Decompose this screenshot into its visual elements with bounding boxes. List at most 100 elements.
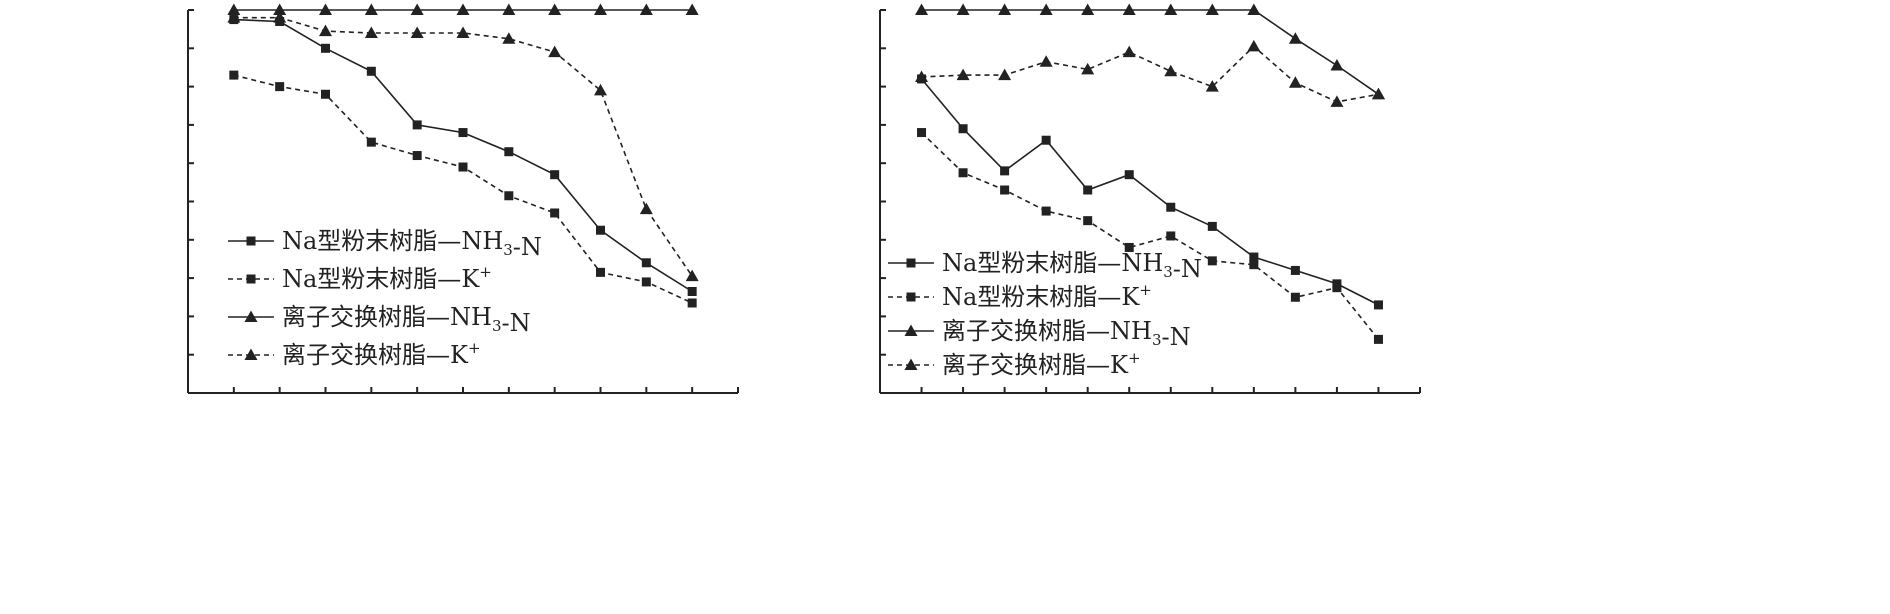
panel-a-series-4-point bbox=[594, 83, 607, 96]
panel-b-series-4-point bbox=[915, 70, 929, 83]
panel-b-series-4-point bbox=[1288, 76, 1302, 88]
panel-a-legend-marker-4 bbox=[244, 348, 258, 360]
panel-b-legend-marker-1 bbox=[906, 258, 916, 268]
panel-b-series-2-point bbox=[1000, 185, 1010, 195]
panel-b-series-4-point bbox=[1205, 80, 1219, 92]
panel-a-series-3-point bbox=[319, 3, 332, 15]
panel-a-series-1-point bbox=[366, 66, 376, 76]
panel-a-series-3-point bbox=[685, 3, 699, 15]
panel-b-legend-label-3: 离子交换树脂—NH3-N bbox=[942, 317, 1191, 351]
panel-a-series-3-point bbox=[456, 3, 470, 15]
panel-b-series-4-point bbox=[1164, 64, 1178, 77]
panel-b-legend-marker-3 bbox=[904, 324, 918, 336]
panel-b-series-1-point bbox=[958, 124, 968, 134]
panel-a-series-3-point bbox=[364, 3, 378, 15]
panel-b-series-2-point bbox=[1249, 260, 1259, 270]
panel-b-series-3-point bbox=[1122, 3, 1136, 15]
panel-a-series-3-point bbox=[594, 3, 607, 15]
panel-a-legend-label-3: 离子交换树脂—NH3-N bbox=[282, 303, 531, 337]
panel-a-series-2-point bbox=[687, 298, 697, 308]
panel-b-series-1-point bbox=[1373, 300, 1383, 310]
panel-b-series-2-point bbox=[1041, 206, 1051, 216]
panel-a-series-4-point bbox=[227, 11, 241, 23]
panel-b-series-3-point bbox=[1205, 3, 1219, 15]
panel-a-series-4-point bbox=[364, 26, 378, 38]
panel-b-series-3-point bbox=[956, 3, 970, 15]
panel-a-series-3-point bbox=[639, 3, 653, 15]
panel-b-legend-label-2: Na型粉末树脂—K+ bbox=[942, 281, 1152, 311]
panel-a-series-2-point bbox=[275, 82, 285, 92]
panel-b-series-3-point bbox=[1164, 3, 1178, 15]
panel-b-series-2-point bbox=[958, 168, 968, 178]
panel-b-series-4-point bbox=[998, 68, 1012, 81]
panel-b-series-4-point bbox=[1371, 87, 1385, 100]
panel-a-series-1-point bbox=[687, 287, 697, 297]
panel-a-legend-marker-3 bbox=[244, 310, 258, 322]
panel-a-legend-label-1: Na型粉末树脂—NH3-N bbox=[282, 227, 542, 261]
panel-a-series-4-point bbox=[456, 26, 470, 38]
panel-a-series-4-point bbox=[639, 202, 653, 215]
panel-b-series-2-point bbox=[917, 128, 927, 138]
panel-b-series-2-point bbox=[1290, 292, 1300, 302]
panel-b-series-4-point bbox=[1330, 95, 1344, 107]
panel-a-series-4-point bbox=[319, 24, 332, 37]
panel-b-series-4-point bbox=[1247, 39, 1261, 52]
panel-b-series-1-point bbox=[1000, 166, 1010, 176]
panel-a-series-3-point bbox=[548, 3, 562, 15]
panel-a-legend-label-4: 离子交换树脂—K+ bbox=[282, 339, 481, 369]
panel-b-series-1-point bbox=[1249, 252, 1259, 262]
panel-b-series-2-line bbox=[920, 132, 1380, 340]
panel-b-series-4-point bbox=[1081, 62, 1095, 75]
panel-b-series-3-point bbox=[1247, 3, 1261, 15]
panel-b-series-3-point bbox=[915, 3, 929, 15]
panel-a-series-4-point bbox=[685, 269, 699, 282]
panel-b-series-4-point bbox=[956, 68, 970, 81]
panel-a-series-2-point bbox=[366, 137, 376, 147]
panel-b-series-3-point bbox=[1288, 32, 1302, 44]
panel-b-series-3-point bbox=[998, 3, 1012, 15]
panel-b-series-4-line bbox=[921, 45, 1379, 103]
panel-a-legend-marker-2 bbox=[246, 274, 256, 284]
panel-a-series-4-point bbox=[548, 45, 562, 58]
panel-b-series-1-point bbox=[1207, 221, 1217, 231]
panel-b-series-1-point bbox=[1124, 170, 1134, 180]
panel-a-series-4-line bbox=[233, 16, 693, 277]
panel-a-series-2-point bbox=[458, 162, 468, 172]
panel-a-series-3-point bbox=[410, 3, 424, 15]
panel-a-series-3-point bbox=[227, 3, 241, 15]
panel-a-series-1-point bbox=[321, 43, 330, 53]
panel-a-series-4-point bbox=[273, 11, 287, 23]
panel-a-series-2-point bbox=[229, 70, 239, 80]
panel-b-series-2-point bbox=[1124, 242, 1134, 252]
panel-a-series-4-point bbox=[410, 26, 424, 38]
panel-b-series-2-point bbox=[1207, 256, 1217, 266]
panel-b-series-3-point bbox=[1039, 3, 1053, 15]
panel-b-legend-label-4: 离子交换树脂—K+ bbox=[942, 349, 1141, 379]
panel-b-series-2-point bbox=[1332, 283, 1342, 293]
panel-a-series-1-point bbox=[596, 225, 605, 235]
panel-a-series-3-point bbox=[273, 3, 287, 15]
panel-b-series-1-line bbox=[920, 78, 1379, 306]
panel-b-series-1-point bbox=[1083, 185, 1093, 195]
panel-b-series-1-point bbox=[1290, 265, 1300, 275]
panel-a-series-4-point bbox=[502, 32, 516, 44]
panel-a-series-2-point bbox=[504, 191, 514, 201]
panel-b-series-3-point bbox=[1330, 59, 1344, 71]
panel-a-series-1-point bbox=[504, 147, 514, 157]
panel-b-series-2-point bbox=[1166, 231, 1176, 241]
panel-a-series-1-point bbox=[550, 170, 560, 180]
panel-a-series-1-point bbox=[458, 128, 468, 138]
panel-a-series-3-point bbox=[502, 3, 516, 15]
panel-a-legend-label-2: Na型粉末树脂—K+ bbox=[282, 263, 492, 293]
panel-b-legend-marker-2 bbox=[906, 292, 916, 302]
panel-a-series-1-point bbox=[412, 120, 422, 130]
panel-b-series-4-point bbox=[1039, 55, 1053, 67]
panel-a-series-2-point bbox=[596, 267, 605, 277]
panel-b-series-2-point bbox=[1373, 334, 1383, 344]
panel-a-series-2-point bbox=[321, 89, 330, 99]
panel-a-series-2-point bbox=[412, 151, 422, 161]
panel-b-legend-marker-4 bbox=[904, 358, 918, 370]
